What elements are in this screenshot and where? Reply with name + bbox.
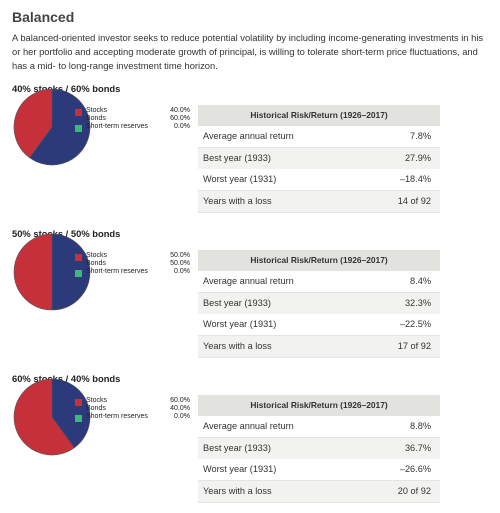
row-label: Average annual return <box>203 276 294 286</box>
pie-slice <box>13 88 53 159</box>
row-label: Worst year (1931) <box>203 174 277 184</box>
row-value: 8.4% <box>410 276 431 286</box>
legend-label: Bonds <box>86 405 106 412</box>
row-value: 20 of 92 <box>397 485 431 496</box>
page-title: Balanced <box>12 9 75 25</box>
legend-label: Stocks <box>86 252 108 259</box>
pie-slice <box>13 378 75 456</box>
row-label: Years with a loss <box>203 195 272 206</box>
row-label: Average annual return <box>203 421 294 431</box>
legend-label: Bonds <box>86 115 106 122</box>
row-label: Worst year (1931) <box>203 319 277 329</box>
legend-swatch <box>75 415 82 422</box>
pie-slice <box>13 233 53 311</box>
row-label: Best year (1933) <box>203 442 271 453</box>
description: A balanced-oriented investor seeks to re… <box>12 32 484 71</box>
row-value: 14 of 92 <box>397 195 431 206</box>
legend-label: Bonds <box>86 260 106 267</box>
section-heading: 50% stocks / 50% bonds <box>12 228 121 239</box>
legend-label: Short-term reserves <box>86 268 148 275</box>
legend-label: Stocks <box>86 397 108 404</box>
row-label: Worst year (1931) <box>203 464 277 474</box>
table-header: Historical Risk/Return (1926–2017) <box>198 250 440 271</box>
legend-label: Short-term reserves <box>86 123 148 130</box>
legend-value: 60.0% <box>170 397 190 404</box>
row-value: 7.8% <box>410 131 431 141</box>
table-row <box>198 190 440 213</box>
section-heading: 40% stocks / 60% bonds <box>12 83 121 94</box>
row-value: 36.7% <box>404 442 431 453</box>
row-label: Best year (1933) <box>203 152 271 163</box>
table-row <box>198 335 440 358</box>
pie-chart <box>13 378 91 456</box>
table-header: Historical Risk/Return (1926–2017) <box>198 105 440 126</box>
legend-swatch <box>75 109 82 116</box>
row-value: –22.5% <box>399 319 431 329</box>
pie-chart <box>13 233 91 311</box>
section-heading: 60% stocks / 40% bonds <box>12 373 121 384</box>
row-label: Years with a loss <box>203 485 272 496</box>
pie-slice <box>51 233 91 311</box>
legend-value: 40.0% <box>170 107 190 114</box>
legend-label: Stocks <box>86 107 108 114</box>
pie-chart <box>13 88 91 166</box>
legend-value: 40.0% <box>170 405 190 412</box>
legend-value: 50.0% <box>170 252 190 259</box>
legend-swatch <box>75 270 82 277</box>
row-value: 32.3% <box>404 297 431 308</box>
pie-slice <box>51 378 91 449</box>
table-header: Historical Risk/Return (1926–2017) <box>198 395 440 416</box>
row-value: 8.8% <box>410 421 431 431</box>
pie-slice <box>29 88 91 166</box>
legend-swatch <box>75 125 82 132</box>
legend-swatch <box>75 407 82 414</box>
row-value: 27.9% <box>404 152 431 163</box>
legend-swatch <box>75 262 82 269</box>
legend-value: 0.0% <box>174 413 190 420</box>
row-label: Best year (1933) <box>203 297 271 308</box>
row-value: –26.6% <box>399 464 431 474</box>
legend-value: 50.0% <box>170 260 190 267</box>
legend-swatch <box>75 399 82 406</box>
legend-swatch <box>75 254 82 261</box>
row-label: Years with a loss <box>203 340 272 351</box>
table-row <box>198 480 440 503</box>
row-label: Average annual return <box>203 131 294 141</box>
row-value: –18.4% <box>399 174 431 184</box>
legend-swatch <box>75 117 82 124</box>
row-value: 17 of 92 <box>397 340 431 351</box>
legend-label: Short-term reserves <box>86 413 148 420</box>
legend-value: 60.0% <box>170 115 190 122</box>
legend-value: 0.0% <box>174 268 190 275</box>
legend-value: 0.0% <box>174 123 190 130</box>
